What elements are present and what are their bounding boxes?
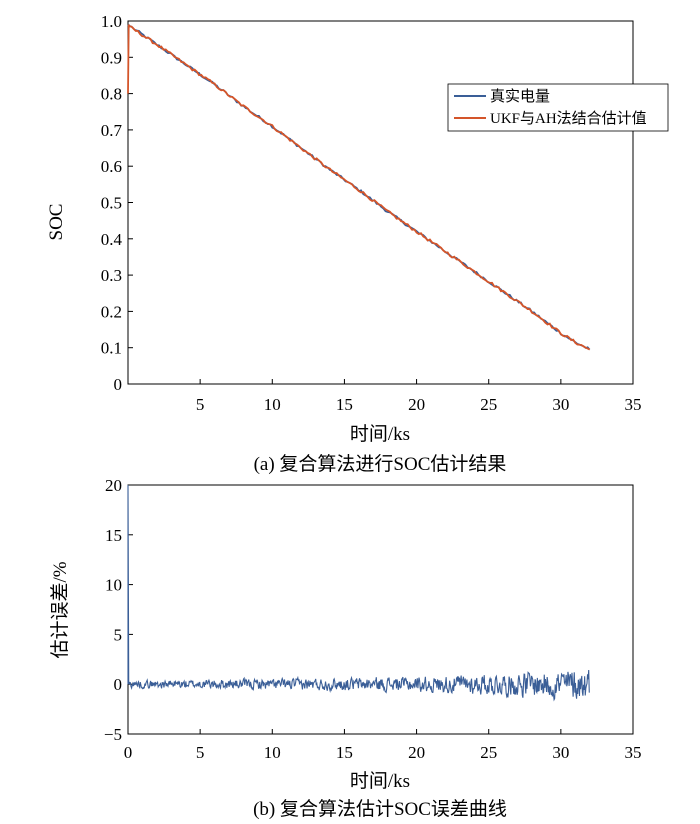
panel-a-xtick-label: 35 <box>625 395 642 414</box>
panel-a-ytick-label: 0.9 <box>101 48 122 67</box>
panel-a-xtick-label: 30 <box>552 395 569 414</box>
panel-a-legend: 真实电量 UKF与AH法结合估计值 <box>447 83 669 132</box>
panel-a-soc-chart: 0 0.1 0.2 0.3 0.4 0.5 0.6 0.7 0.8 0.9 1.0 5 10 15 20 2… <box>46 12 669 475</box>
panel-a-xtick-label: 10 <box>264 395 281 414</box>
panel-a-ytick-label: 0.4 <box>101 230 123 249</box>
panel-b-ytick-label: 20 <box>105 476 122 495</box>
legend-box <box>447 83 669 132</box>
panel-a-ytick-label: 0.3 <box>101 266 122 285</box>
panel-a-ytick-label: 0.6 <box>101 157 122 176</box>
panel-b-xtick-label: 15 <box>336 743 353 762</box>
panel-a-ytick-label: 1.0 <box>101 12 122 31</box>
panel-a-ytick-label: 0.8 <box>101 85 122 104</box>
panel-a-ytick-label: 0.5 <box>101 194 122 213</box>
panel-b-y-ticks: −5 0 5 10 15 20 <box>104 476 133 744</box>
panel-a-xtick-label: 20 <box>408 395 425 414</box>
panel-b-xtick-label: 30 <box>552 743 569 762</box>
panel-a-y-axis-label: SOC <box>46 204 67 241</box>
panel-b-ytick-label: 5 <box>114 625 123 644</box>
panel-b-caption: (b) 复合算法估计SOC误差曲线 <box>253 798 507 820</box>
panel-b-ytick-label: 10 <box>105 576 122 595</box>
panel-b-ytick-label: −5 <box>104 725 122 744</box>
panel-a-series <box>127 23 591 351</box>
panel-a-ytick-label: 0.7 <box>101 121 123 140</box>
panel-a-x-ticks: 5 10 15 20 25 30 35 <box>196 379 642 414</box>
panel-a-xtick-label: 5 <box>196 395 205 414</box>
panel-b-plot-frame <box>127 484 634 735</box>
panel-a-caption: (a) 复合算法进行SOC估计结果 <box>254 453 507 475</box>
panel-b-series <box>127 484 590 702</box>
panel-a-ytick-label: 0 <box>114 375 123 394</box>
panel-a-ytick-label: 0.1 <box>101 339 122 358</box>
panel-b-xtick-label: 10 <box>264 743 281 762</box>
panel-b-ytick-label: 15 <box>105 526 122 545</box>
panel-b-y-axis-label: 估计误差/% <box>49 561 71 658</box>
panel-a-xtick-label: 25 <box>480 395 497 414</box>
panel-b-error-line <box>127 484 590 702</box>
panel-b-xtick-label: 20 <box>408 743 425 762</box>
panel-b-xtick-label: 35 <box>625 743 642 762</box>
legend-label-true-soc: 真实电量 <box>490 87 550 105</box>
panel-b-xtick-label: 5 <box>196 743 205 762</box>
panel-a-ytick-label: 0.2 <box>101 302 122 321</box>
panel-a-xtick-label: 15 <box>336 395 353 414</box>
panel-b-x-axis-label: 时间/ks <box>350 770 410 792</box>
panel-a-x-axis-label: 时间/ks <box>350 423 410 445</box>
panel-b-x-ticks: 0 5 10 15 20 25 30 35 <box>124 729 642 762</box>
legend-label-ukf-ah: UKF与AH法结合估计值 <box>490 110 647 127</box>
panel-a-series-line-1 <box>127 24 591 351</box>
panel-a-y-ticks: 0 0.1 0.2 0.3 0.4 0.5 0.6 0.7 0.8 0.9 1.0 <box>101 12 133 394</box>
panel-b-xtick-label: 25 <box>480 743 497 762</box>
panel-b-xtick-label: 0 <box>124 743 133 762</box>
panel-b-ytick-label: 0 <box>114 675 123 694</box>
